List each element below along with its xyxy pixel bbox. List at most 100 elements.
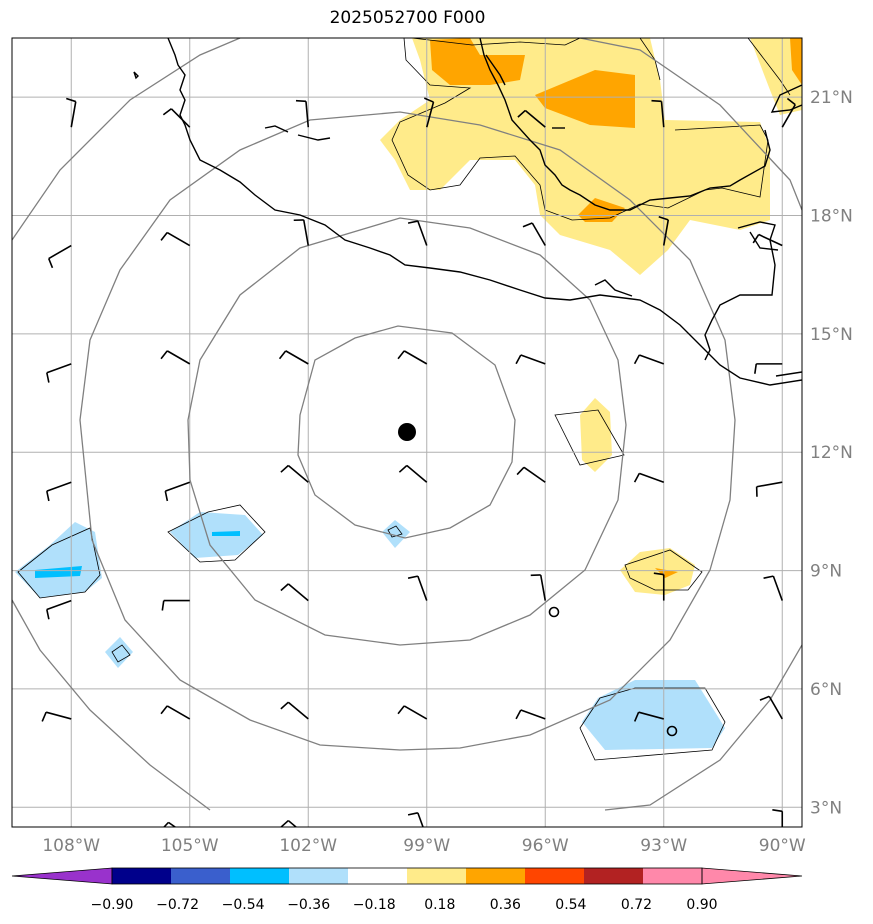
- wind-barb: [781, 97, 796, 128]
- wind-barb: [515, 354, 546, 365]
- lat-tick-label: 3°N: [810, 798, 842, 818]
- map-frame: [11, 37, 803, 828]
- wind-barb: [516, 466, 546, 483]
- colorbar-frame: [111, 867, 703, 885]
- wind-barb: [653, 572, 665, 601]
- wind-barb: [162, 108, 191, 128]
- wind-barb: [398, 464, 428, 483]
- anomaly-region: [105, 637, 133, 668]
- wind-barb: [280, 701, 309, 720]
- colorbar: [11, 867, 803, 885]
- lat-tick-label: 9°N: [810, 562, 842, 582]
- colorbar-segment: [171, 868, 230, 884]
- wind-barb: [515, 709, 546, 720]
- colorbar-segment: [525, 868, 584, 884]
- wind-barb: [633, 711, 664, 722]
- lon-tick-label: 99°W: [403, 836, 450, 856]
- anomaly-region: [620, 548, 695, 595]
- colorbar-segment: [643, 868, 702, 884]
- anomaly-region: [535, 70, 635, 128]
- colorbar-segment: [584, 868, 643, 884]
- colorbar-tick-label: −0.36: [287, 897, 330, 913]
- lat-lon-grid: [12, 38, 802, 827]
- wind-barb: [280, 819, 298, 827]
- colorbar-segment: [348, 868, 407, 884]
- wind-barb: [658, 216, 670, 246]
- wind-barb: [407, 575, 428, 601]
- colorbar-segment: [407, 868, 466, 884]
- anomaly-region: [212, 531, 240, 536]
- colorbar-segment: [230, 868, 289, 884]
- colorbar-extend-low: [11, 867, 113, 885]
- wind-barb: [522, 222, 546, 246]
- station-marker: [666, 725, 678, 737]
- lon-tick-label: 96°W: [522, 836, 569, 856]
- negative-anomaly-shading: [15, 512, 725, 750]
- lon-tick-label: 102°W: [279, 836, 337, 856]
- anomaly-region: [15, 522, 102, 598]
- wind-barbs: [41, 97, 796, 827]
- wind-barb: [160, 350, 191, 365]
- colorbar-tick-label: −0.90: [91, 897, 134, 913]
- wind-barb: [47, 244, 72, 269]
- colorbar-segment: [112, 868, 171, 884]
- lat-tick-label: 15°N: [810, 325, 853, 345]
- wind-barb: [633, 354, 665, 365]
- wind-barb: [293, 219, 310, 246]
- lon-tick-label: 90°W: [759, 836, 806, 856]
- station-marker: [548, 606, 560, 618]
- lat-tick-label: 18°N: [810, 207, 853, 227]
- colorbar-segment: [466, 868, 525, 884]
- colorbar-tick-label: −0.18: [353, 897, 396, 913]
- wind-barb: [280, 464, 309, 483]
- lat-tick-label: 12°N: [810, 443, 853, 463]
- anomaly-region: [582, 680, 725, 750]
- wind-barb: [763, 575, 784, 601]
- colorbar-tick-label: 0.36: [490, 897, 521, 913]
- anomaly-region: [430, 38, 525, 85]
- wind-barb: [46, 481, 72, 502]
- lon-tick-label: 105°W: [161, 836, 219, 856]
- colorbar-tick-label: 0.72: [621, 897, 652, 913]
- wind-barb: [407, 220, 428, 246]
- positive-anomaly-shading: [380, 38, 802, 595]
- coastlines: [133, 38, 802, 386]
- wind-barb: [397, 705, 428, 720]
- wind-barb: [163, 821, 177, 827]
- colorbar-segment: [289, 868, 348, 884]
- wind-barb: [752, 233, 783, 247]
- wind-barb: [423, 97, 435, 128]
- wind-barb: [517, 109, 546, 128]
- wind-barb: [530, 574, 547, 601]
- lon-tick-label: 108°W: [42, 836, 100, 856]
- wind-barb: [164, 481, 191, 502]
- colorbar-tick-label: −0.54: [222, 897, 265, 913]
- wind-barb: [46, 599, 72, 620]
- wind-barb: [754, 363, 783, 374]
- wind-barb: [66, 97, 77, 128]
- lat-tick-label: 6°N: [810, 680, 842, 700]
- map-title: 2025052700 F000: [329, 8, 486, 28]
- colorbar-tick-label: −0.72: [156, 897, 199, 913]
- wind-barb: [407, 812, 424, 827]
- range-rings: [12, 38, 802, 811]
- storm-center-marker: [398, 423, 416, 441]
- anomaly-region: [580, 398, 612, 472]
- wind-barb: [160, 231, 191, 247]
- lon-tick-label: 93°W: [640, 836, 687, 856]
- wind-barb: [41, 711, 72, 722]
- wind-barb: [759, 695, 783, 720]
- wind-barb: [651, 99, 665, 128]
- anomaly-region: [35, 566, 82, 578]
- wind-barb: [633, 472, 665, 483]
- longitude-labels: 108°W 105°W 102°W 99°W 96°W 93°W 90°W: [42, 836, 806, 856]
- wind-barb: [160, 705, 191, 720]
- colorbar-tick-label: 0.54: [555, 897, 586, 913]
- wind-barb: [295, 99, 310, 128]
- wind-barb: [161, 599, 190, 611]
- anomaly-region: [382, 520, 410, 548]
- colorbar-tick-label: 0.18: [424, 897, 455, 913]
- lat-tick-label: 21°N: [810, 88, 853, 108]
- wind-barb: [46, 363, 72, 383]
